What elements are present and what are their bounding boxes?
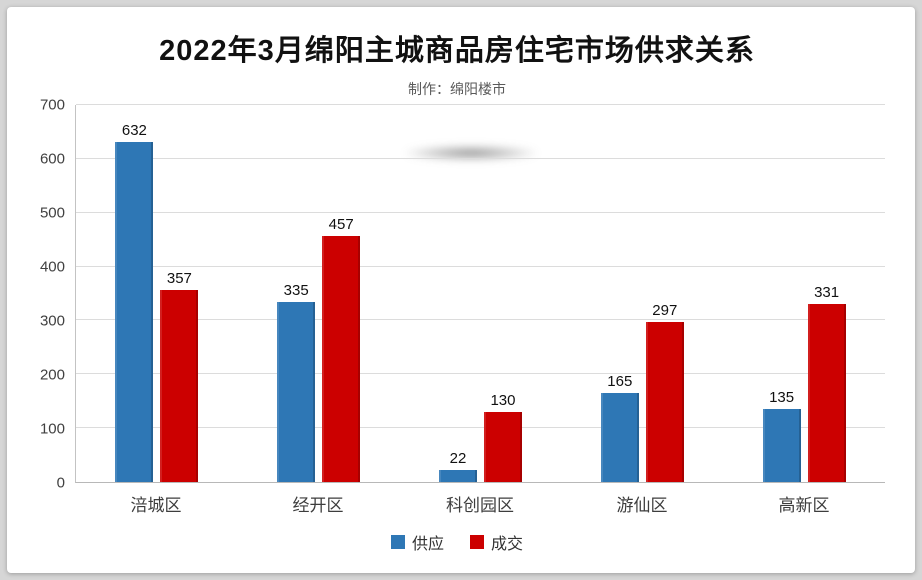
bar-series-2 [160, 289, 199, 482]
gridline [76, 319, 885, 321]
legend-item-1: 供应 [390, 530, 444, 554]
bar-column: 165 [600, 105, 639, 482]
y-axis-tick-label: 300 [39, 312, 65, 330]
bar-value-label: 331 [814, 283, 840, 301]
y-axis-tick-label: 700 [39, 96, 65, 114]
y-axis-tick-label: 100 [39, 420, 65, 438]
x-axis-label: 科创园区 [446, 496, 514, 515]
bar-groups: 632 357 335 457 22 130 165 297 135 331 [76, 105, 885, 482]
bar-series-1 [438, 470, 477, 482]
bar-series-1 [277, 301, 316, 482]
bar-value-label: 357 [166, 269, 192, 287]
bar-value-label: 135 [769, 389, 795, 407]
y-axis-tick-label: 200 [39, 366, 65, 384]
x-axis-label: 游仙区 [616, 496, 668, 515]
bar-series-1 [115, 141, 154, 482]
legend-label: 供应 [411, 536, 444, 553]
y-axis: 0 100 200 300 400 500 600 700 [29, 98, 75, 491]
gridline [76, 373, 885, 375]
bar-column: 357 [160, 105, 199, 482]
legend: 供应 成交 [29, 530, 885, 554]
x-axis: 涪城区 经开区 科创园区 游仙区 高新区 [75, 491, 885, 516]
y-axis-tick-label: 500 [39, 204, 65, 222]
bar-column: 135 [762, 105, 801, 482]
bar-value-label: 22 [449, 450, 467, 468]
bar-value-label: 457 [328, 215, 354, 233]
bar-value-label: 335 [283, 281, 309, 299]
bar-series-2 [645, 322, 684, 482]
bar-series-1 [762, 409, 801, 482]
y-axis-tick-label: 0 [56, 474, 65, 492]
bar-column: 632 [115, 105, 154, 482]
bar-column: 331 [807, 105, 846, 482]
gridline [76, 265, 885, 267]
bar-chart: 0 100 200 300 400 500 600 700 632 357 335 457 22 130… [29, 98, 885, 491]
legend-swatch-icon [470, 535, 484, 549]
bar-series-2 [807, 303, 846, 482]
x-axis-label: 经开区 [292, 496, 344, 515]
bar-column: 130 [483, 105, 522, 482]
chart-subtitle: 制作：绵阳楼市 [408, 81, 506, 97]
bar-value-label: 632 [121, 121, 147, 139]
bar-column: 335 [277, 105, 316, 482]
y-axis-tick-label: 600 [39, 150, 65, 168]
legend-label: 成交 [491, 536, 524, 553]
bar-value-label: 165 [607, 373, 633, 391]
bar-series-2 [483, 412, 522, 482]
x-axis-label: 高新区 [778, 496, 830, 515]
legend-swatch-icon [390, 535, 405, 549]
gridline [76, 211, 885, 213]
bar-group-4: 165 297 [561, 105, 723, 482]
bar-column: 22 [438, 105, 477, 482]
bar-group-3: 22 130 [400, 105, 562, 482]
plot-area: 632 357 335 457 22 130 165 297 135 331 [75, 104, 885, 483]
legend-item-2: 成交 [470, 530, 523, 554]
bar-series-1 [600, 393, 639, 482]
chart-card: 2022年3月绵阳主城商品房住宅市场供求关系 制作：绵阳楼市 0 100 200 30… [7, 7, 915, 573]
bar-group-1: 632 357 [76, 105, 238, 482]
gridline [76, 157, 885, 159]
bar-value-label: 130 [490, 392, 516, 409]
gridline [76, 427, 885, 429]
bar-group-5: 135 331 [723, 105, 885, 482]
bar-series-2 [322, 235, 361, 482]
bar-column: 457 [322, 105, 361, 482]
chart-title: 2022年3月绵阳主城商品房住宅市场供求关系 [159, 35, 755, 67]
gridline [76, 104, 885, 105]
bar-value-label: 297 [652, 302, 678, 320]
x-axis-label: 涪城区 [130, 496, 182, 515]
bar-column: 297 [645, 105, 684, 482]
y-axis-tick-label: 400 [39, 258, 65, 276]
bar-group-2: 335 457 [238, 105, 400, 482]
